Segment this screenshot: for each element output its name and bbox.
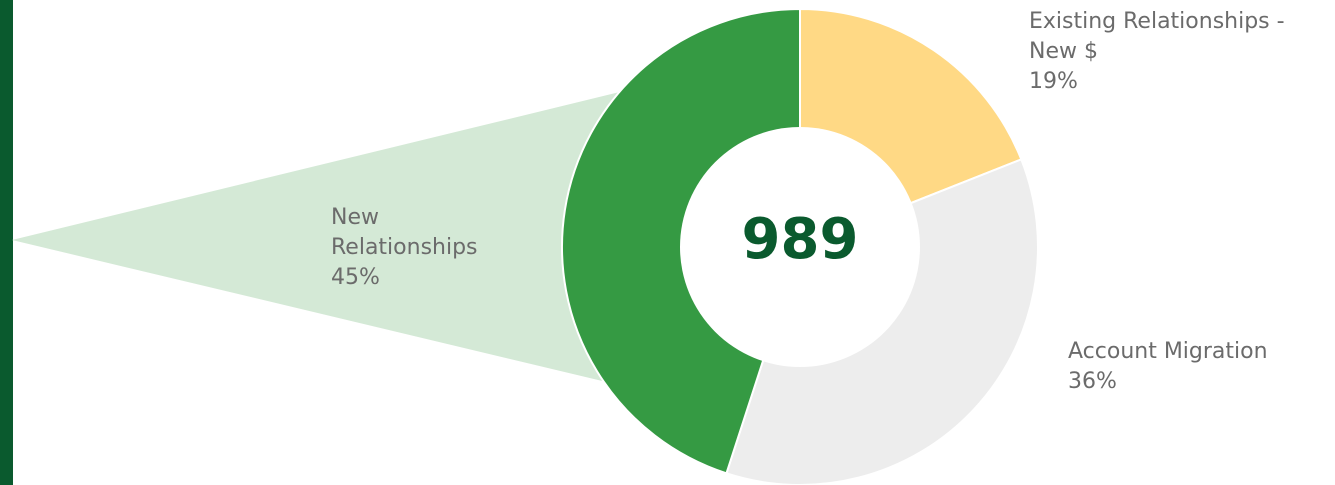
slice-percent: 36% bbox=[1068, 369, 1117, 394]
slice-name-line: New $ bbox=[1029, 39, 1098, 64]
slice-name-line: Account Migration bbox=[1068, 339, 1268, 364]
slice-name-line: Relationships bbox=[331, 235, 478, 260]
donut-hole bbox=[680, 127, 920, 367]
slice-label-new-relationships: New Relationships 45% bbox=[331, 203, 478, 293]
left-accent-bar bbox=[0, 0, 13, 485]
slice-label-account-migration: Account Migration 36% bbox=[1068, 337, 1268, 397]
slice-percent: 45% bbox=[331, 265, 380, 290]
slice-percent: 19% bbox=[1029, 69, 1078, 94]
slice-label-existing-relationships: Existing Relationships - New $ 19% bbox=[1029, 7, 1285, 97]
slice-name-line: New bbox=[331, 205, 379, 230]
center-total-value: 989 bbox=[741, 207, 859, 272]
slice-name-line: Existing Relationships - bbox=[1029, 9, 1285, 34]
